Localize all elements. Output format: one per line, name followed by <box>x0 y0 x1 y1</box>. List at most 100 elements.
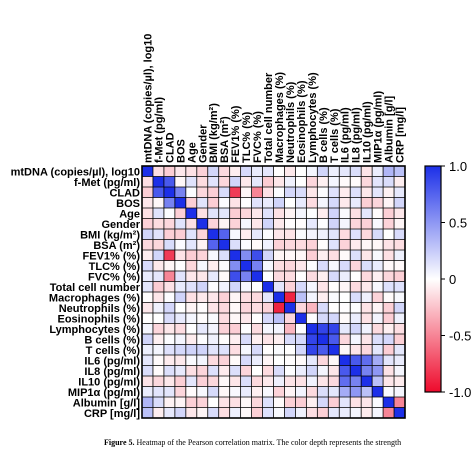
row-label: CLAD <box>109 187 140 199</box>
heatmap-cell <box>328 260 340 272</box>
heatmap-cell <box>328 218 340 230</box>
heatmap-cell <box>284 344 296 356</box>
heatmap-cell <box>251 376 263 387</box>
heatmap-cell <box>295 313 307 324</box>
heatmap-cell <box>328 197 340 209</box>
heatmap-cell <box>251 271 263 282</box>
heatmap-cell <box>207 313 219 324</box>
heatmap-cell <box>317 166 329 177</box>
heatmap-cell <box>328 376 340 387</box>
heatmap-cell <box>185 344 197 356</box>
column-label: CRP [mg/l] <box>395 107 407 163</box>
heatmap-cell <box>383 376 395 387</box>
heatmap-cell <box>185 407 197 419</box>
heatmap-cell <box>394 187 406 198</box>
heatmap-cell <box>350 281 362 293</box>
heatmap-cell <box>229 281 241 293</box>
heatmap-cell <box>174 313 187 324</box>
heatmap-cell <box>152 260 165 272</box>
heatmap-cell <box>295 386 307 398</box>
heatmap-cell <box>229 166 241 177</box>
heatmap-cell <box>174 292 187 303</box>
heatmap-cell <box>207 334 219 345</box>
heatmap-cell <box>339 365 351 377</box>
heatmap-cell <box>295 176 307 188</box>
heatmap-cell <box>306 166 318 177</box>
heatmap-cell <box>207 323 219 335</box>
column-label: Eosinophils (%) <box>296 80 308 163</box>
heatmap-cell <box>273 166 285 177</box>
heatmap-cell <box>207 407 219 419</box>
heatmap-cell <box>262 218 274 230</box>
heatmap-cell <box>251 292 263 303</box>
heatmap-cell <box>142 250 154 261</box>
heatmap-cell <box>251 166 263 177</box>
heatmap-cell <box>240 187 252 198</box>
heatmap-cell <box>196 166 208 177</box>
heatmap-cell <box>142 187 154 198</box>
heatmap-cell <box>394 334 406 345</box>
heatmap-cell <box>196 397 208 408</box>
heatmap-cell <box>273 407 285 419</box>
heatmap-frame <box>141 165 406 419</box>
heatmap-cell <box>295 344 307 356</box>
heatmap-cell <box>383 344 395 356</box>
heatmap-cell <box>174 365 187 377</box>
heatmap-cell <box>394 208 406 219</box>
heatmap-cell <box>372 313 384 324</box>
heatmap-cell <box>163 323 176 335</box>
heatmap-cell <box>142 376 154 387</box>
heatmap-cell <box>317 271 329 282</box>
heatmap-cell <box>284 218 296 230</box>
heatmap-cell <box>306 386 318 398</box>
heatmap-cell <box>339 271 351 282</box>
heatmap-cell <box>361 166 373 177</box>
heatmap-cell <box>295 334 307 345</box>
heatmap-cell <box>295 302 307 314</box>
heatmap-cell <box>262 187 274 198</box>
heatmap-cell <box>394 365 406 377</box>
heatmap-cell <box>328 302 340 314</box>
heatmap-cell <box>284 281 296 293</box>
heatmap-cell <box>295 407 307 419</box>
column-label: Total cell number <box>263 72 275 163</box>
row-label: Total cell number <box>50 282 141 294</box>
heatmap-cell <box>339 176 351 188</box>
heatmap-cell <box>317 250 329 261</box>
row-label: CRP [mg/l] <box>84 408 140 420</box>
heatmap-cell <box>251 344 263 356</box>
heatmap-cell <box>394 271 406 282</box>
heatmap-cell <box>207 397 219 408</box>
heatmap-cell <box>218 344 230 356</box>
heatmap-cell <box>295 281 307 293</box>
heatmap-cell <box>339 197 351 209</box>
heatmap-cell <box>196 239 208 251</box>
heatmap-cell <box>207 281 219 293</box>
heatmap-cell <box>152 176 165 188</box>
heatmap-cell <box>394 302 406 314</box>
heatmap-cell <box>152 166 165 177</box>
heatmap-cell <box>306 344 318 356</box>
heatmap-cell <box>383 365 395 377</box>
heatmap-cell <box>361 365 373 377</box>
row-label: Gender <box>101 219 140 231</box>
heatmap-cell <box>273 365 285 377</box>
heatmap-cell <box>185 365 197 377</box>
heatmap-cell <box>350 260 362 272</box>
heatmap-cell <box>251 355 263 366</box>
row-label: Neutrophils (%) <box>59 303 141 315</box>
heatmap-cell <box>372 323 384 335</box>
heatmap-cell <box>229 229 241 240</box>
heatmap-cell <box>350 239 362 251</box>
heatmap-cell <box>361 271 373 282</box>
heatmap-cell <box>262 292 274 303</box>
heatmap-cell <box>339 344 351 356</box>
heatmap-cell <box>361 334 373 345</box>
heatmap-cell <box>207 376 219 387</box>
heatmap-cell <box>152 355 165 366</box>
heatmap-cell <box>350 229 362 240</box>
heatmap-cell <box>142 386 154 398</box>
heatmap-cell <box>317 334 329 345</box>
heatmap-cell <box>273 176 285 188</box>
